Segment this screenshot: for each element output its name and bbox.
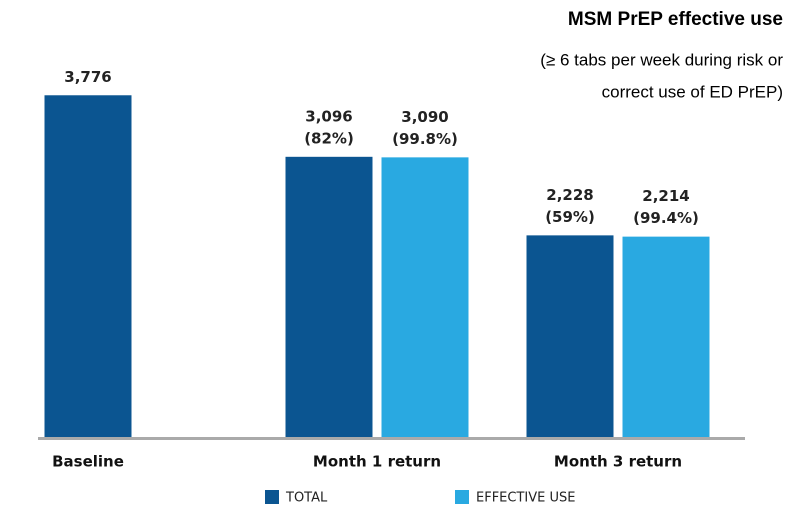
bar [285,156,373,437]
chart-subtitle: correct use of ED PrEP) [602,82,783,101]
legend-swatch [265,490,279,504]
chart-title: MSM PrEP effective use [568,9,783,30]
bar [526,235,614,437]
chart-subtitle: (≥ 6 tabs per week during risk or [540,50,783,69]
value-label: (59%) [545,208,595,226]
legend-swatch [455,490,469,504]
bar [381,157,469,438]
value-label: (99.8%) [392,130,458,148]
bar [44,95,132,437]
value-label: 3,096 [305,107,352,125]
legend-label: EFFECTIVE USE [476,491,575,506]
x-tick-label: Month 1 return [313,453,441,471]
value-label: 2,214 [642,187,689,205]
x-tick-label: Month 3 return [554,453,682,471]
value-label: (82%) [304,129,354,147]
value-label: (99.4%) [633,209,699,227]
x-tick-label: Baseline [52,453,124,471]
value-label: 3,776 [64,68,111,86]
value-label: 3,090 [401,108,448,126]
legend-label: TOTAL [285,491,328,506]
bar [622,236,710,437]
value-label: 2,228 [546,186,593,204]
